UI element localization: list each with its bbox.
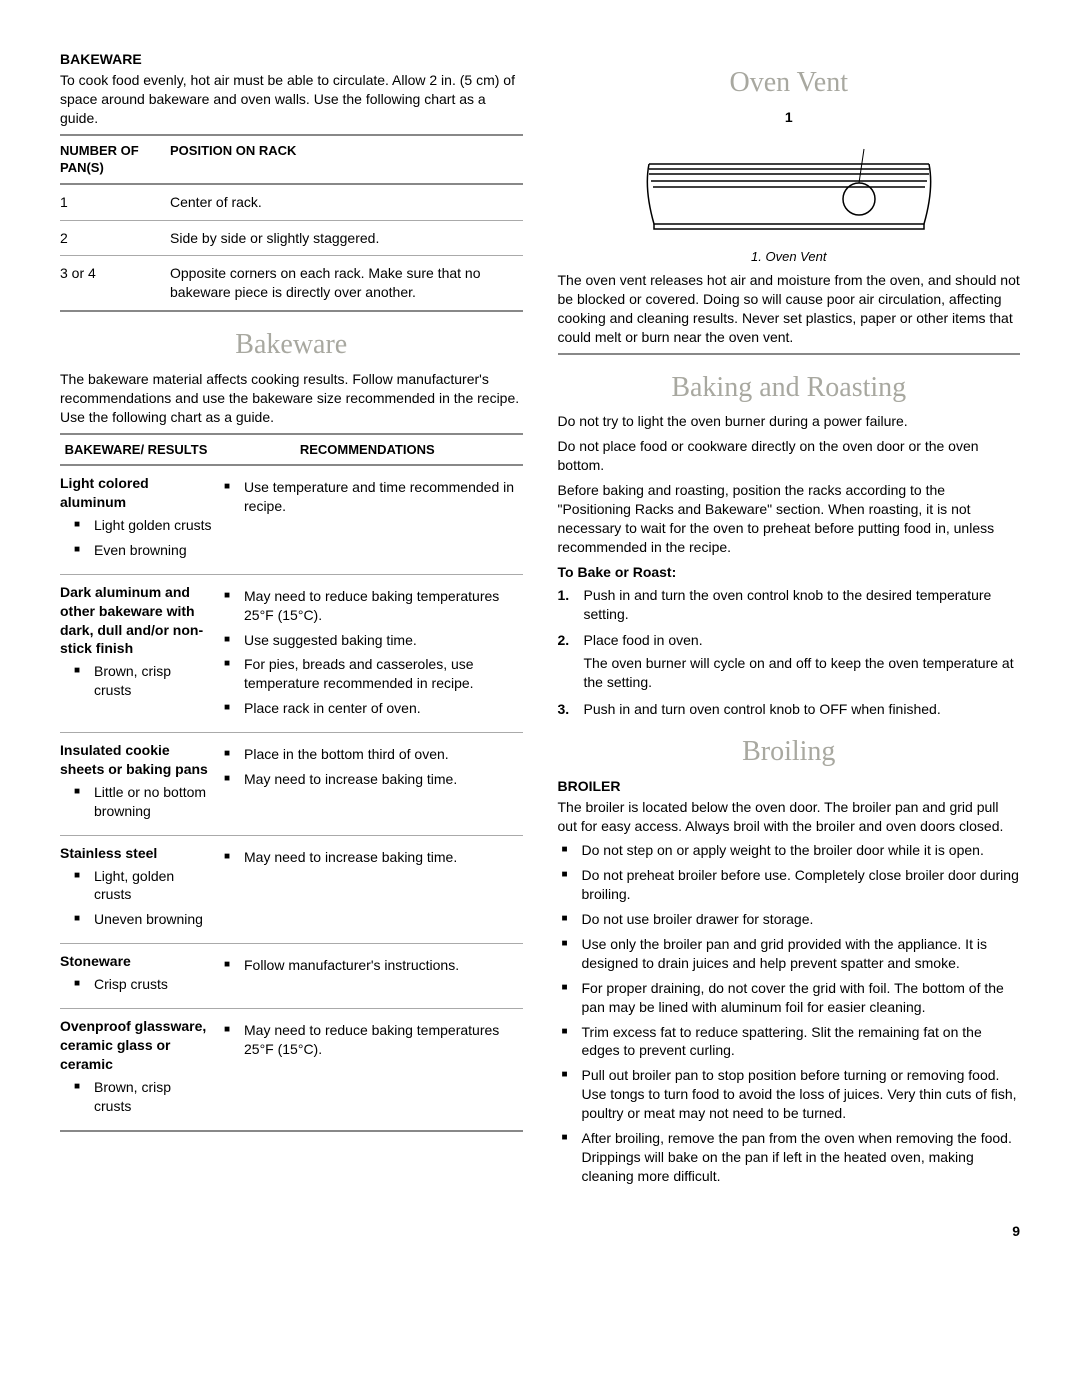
pans-col2-header: POSITION ON RACK: [170, 135, 523, 184]
bw-rec-item: May need to reduce baking temperatures 2…: [220, 1021, 515, 1059]
bw-rec-item: Use suggested baking time.: [220, 631, 515, 650]
pans-n: 1: [60, 184, 170, 220]
bw-rec-item: Use temperature and time recommended in …: [220, 478, 515, 516]
baking-step: Place food in oven.The oven burner will …: [558, 631, 1021, 692]
bw-col2-header: RECOMMENDATIONS: [220, 434, 523, 466]
baking-steps: Push in and turn the oven control knob t…: [558, 586, 1021, 719]
bw-rec-item: May need to increase baking time.: [220, 770, 515, 789]
right-column: Oven Vent 1 1. Oven Vent The oven vent r…: [558, 50, 1021, 1192]
bw-result-item: Little or no bottom browning: [60, 783, 212, 821]
page: BAKEWARE To cook food evenly, hot air mu…: [60, 50, 1020, 1192]
bakeware-table: BAKEWARE/ RESULTS RECOMMENDATIONS Light …: [60, 433, 523, 1132]
bw-result-item: Light golden crusts: [60, 516, 212, 535]
bw-result-item: Crisp crusts: [60, 975, 212, 994]
bakeware-intro2: The bakeware material affects cooking re…: [60, 370, 523, 427]
pans-table: NUMBER OF PAN(S) POSITION ON RACK 1 Cent…: [60, 134, 523, 313]
bw-rec-item: Follow manufacturer's instructions.: [220, 956, 515, 975]
bw-results-cell: Stoneware Crisp crusts: [60, 944, 220, 1009]
bw-name: Dark aluminum and other bakeware with da…: [60, 583, 212, 659]
bw-name: Stainless steel: [60, 844, 212, 863]
oven-vent-figure: 1: [558, 108, 1021, 244]
bw-rec-item: Place rack in center of oven.: [220, 699, 515, 718]
bw-result-item: Light, golden crusts: [60, 867, 212, 905]
pans-n: 2: [60, 220, 170, 256]
broiler-item: Use only the broiler pan and grid provid…: [558, 935, 1021, 973]
broiling-title: Broiling: [558, 733, 1021, 771]
bw-recs-cell: Place in the bottom third of oven. May ne…: [220, 733, 523, 836]
bw-results-cell: Light colored aluminum Light golden crust…: [60, 465, 220, 574]
bw-rec-item: May need to increase baking time.: [220, 848, 515, 867]
pans-col1-header: NUMBER OF PAN(S): [60, 135, 170, 184]
bw-results-cell: Dark aluminum and other bakeware with da…: [60, 574, 220, 732]
broiler-item: Do not preheat broiler before use. Compl…: [558, 866, 1021, 904]
pans-pos: Side by side or slightly staggered.: [170, 220, 523, 256]
pans-pos: Opposite corners on each rack. Make sure…: [170, 256, 523, 311]
oven-vent-illustration-icon: [639, 129, 939, 239]
oven-vent-title: Oven Vent: [558, 64, 1021, 102]
baking-p1: Do not try to light the oven burner duri…: [558, 412, 1021, 431]
broiler-item: Do not use broiler drawer for storage.: [558, 910, 1021, 929]
bw-recs-cell: May need to increase baking time.: [220, 835, 523, 944]
baking-p2: Do not place food or cookware directly o…: [558, 437, 1021, 475]
oven-vent-caption: 1. Oven Vent: [558, 248, 1021, 266]
bw-results-cell: Insulated cookie sheets or baking pans Li…: [60, 733, 220, 836]
broiler-item: Do not step on or apply weight to the br…: [558, 841, 1021, 860]
baking-step-note: The oven burner will cycle on and off to…: [584, 654, 1021, 692]
broiler-item: Trim excess fat to reduce spattering. Sl…: [558, 1023, 1021, 1061]
bw-result-item: Even browning: [60, 541, 212, 560]
baking-sub: To Bake or Roast:: [558, 563, 1021, 582]
bw-name: Insulated cookie sheets or baking pans: [60, 741, 212, 779]
bw-result-item: Uneven browning: [60, 910, 212, 929]
bw-rec-item: Place in the bottom third of oven.: [220, 745, 515, 764]
bw-name: Ovenproof glassware, ceramic glass or ce…: [60, 1017, 212, 1074]
bw-name: Light colored aluminum: [60, 474, 212, 512]
bakeware-title: Bakeware: [60, 326, 523, 364]
bw-recs-cell: Use temperature and time recommended in …: [220, 465, 523, 574]
broiler-item: After broiling, remove the pan from the …: [558, 1129, 1021, 1186]
bw-name: Stoneware: [60, 952, 212, 971]
bw-rec-item: For pies, breads and casseroles, use tem…: [220, 655, 515, 693]
broiler-list: Do not step on or apply weight to the br…: [558, 841, 1021, 1185]
page-number: 9: [60, 1222, 1020, 1241]
broiler-intro: The broiler is located below the oven do…: [558, 798, 1021, 836]
bw-recs-cell: May need to reduce baking temperatures 2…: [220, 574, 523, 732]
pans-n: 3 or 4: [60, 256, 170, 311]
bw-recs-cell: Follow manufacturer's instructions.: [220, 944, 523, 1009]
oven-vent-text: The oven vent releases hot air and moist…: [558, 271, 1021, 347]
bw-col1-header: BAKEWARE/ RESULTS: [60, 434, 220, 466]
baking-p3: Before baking and roasting, position the…: [558, 481, 1021, 557]
bakeware-intro: To cook food evenly, hot air must be abl…: [60, 71, 523, 128]
broiler-item: For proper draining, do not cover the gr…: [558, 979, 1021, 1017]
bakeware-heading: BAKEWARE: [60, 50, 523, 69]
bw-result-item: Brown, crisp crusts: [60, 1078, 212, 1116]
broiler-heading: BROILER: [558, 777, 1021, 796]
baking-step: Push in and turn the oven control knob t…: [558, 586, 1021, 624]
baking-title: Baking and Roasting: [558, 369, 1021, 407]
bw-results-cell: Stainless steel Light, golden crusts Uneve…: [60, 835, 220, 944]
oven-vent-fig-label: 1: [558, 108, 1021, 127]
pans-pos: Center of rack.: [170, 184, 523, 220]
bw-result-item: Brown, crisp crusts: [60, 662, 212, 700]
bw-rec-item: May need to reduce baking temperatures 2…: [220, 587, 515, 625]
bw-results-cell: Ovenproof glassware, ceramic glass or ce…: [60, 1009, 220, 1131]
baking-step: Push in and turn oven control knob to OF…: [558, 700, 1021, 719]
broiler-item: Pull out broiler pan to stop position be…: [558, 1066, 1021, 1123]
left-column: BAKEWARE To cook food evenly, hot air mu…: [60, 50, 523, 1192]
bw-recs-cell: May need to reduce baking temperatures 2…: [220, 1009, 523, 1131]
